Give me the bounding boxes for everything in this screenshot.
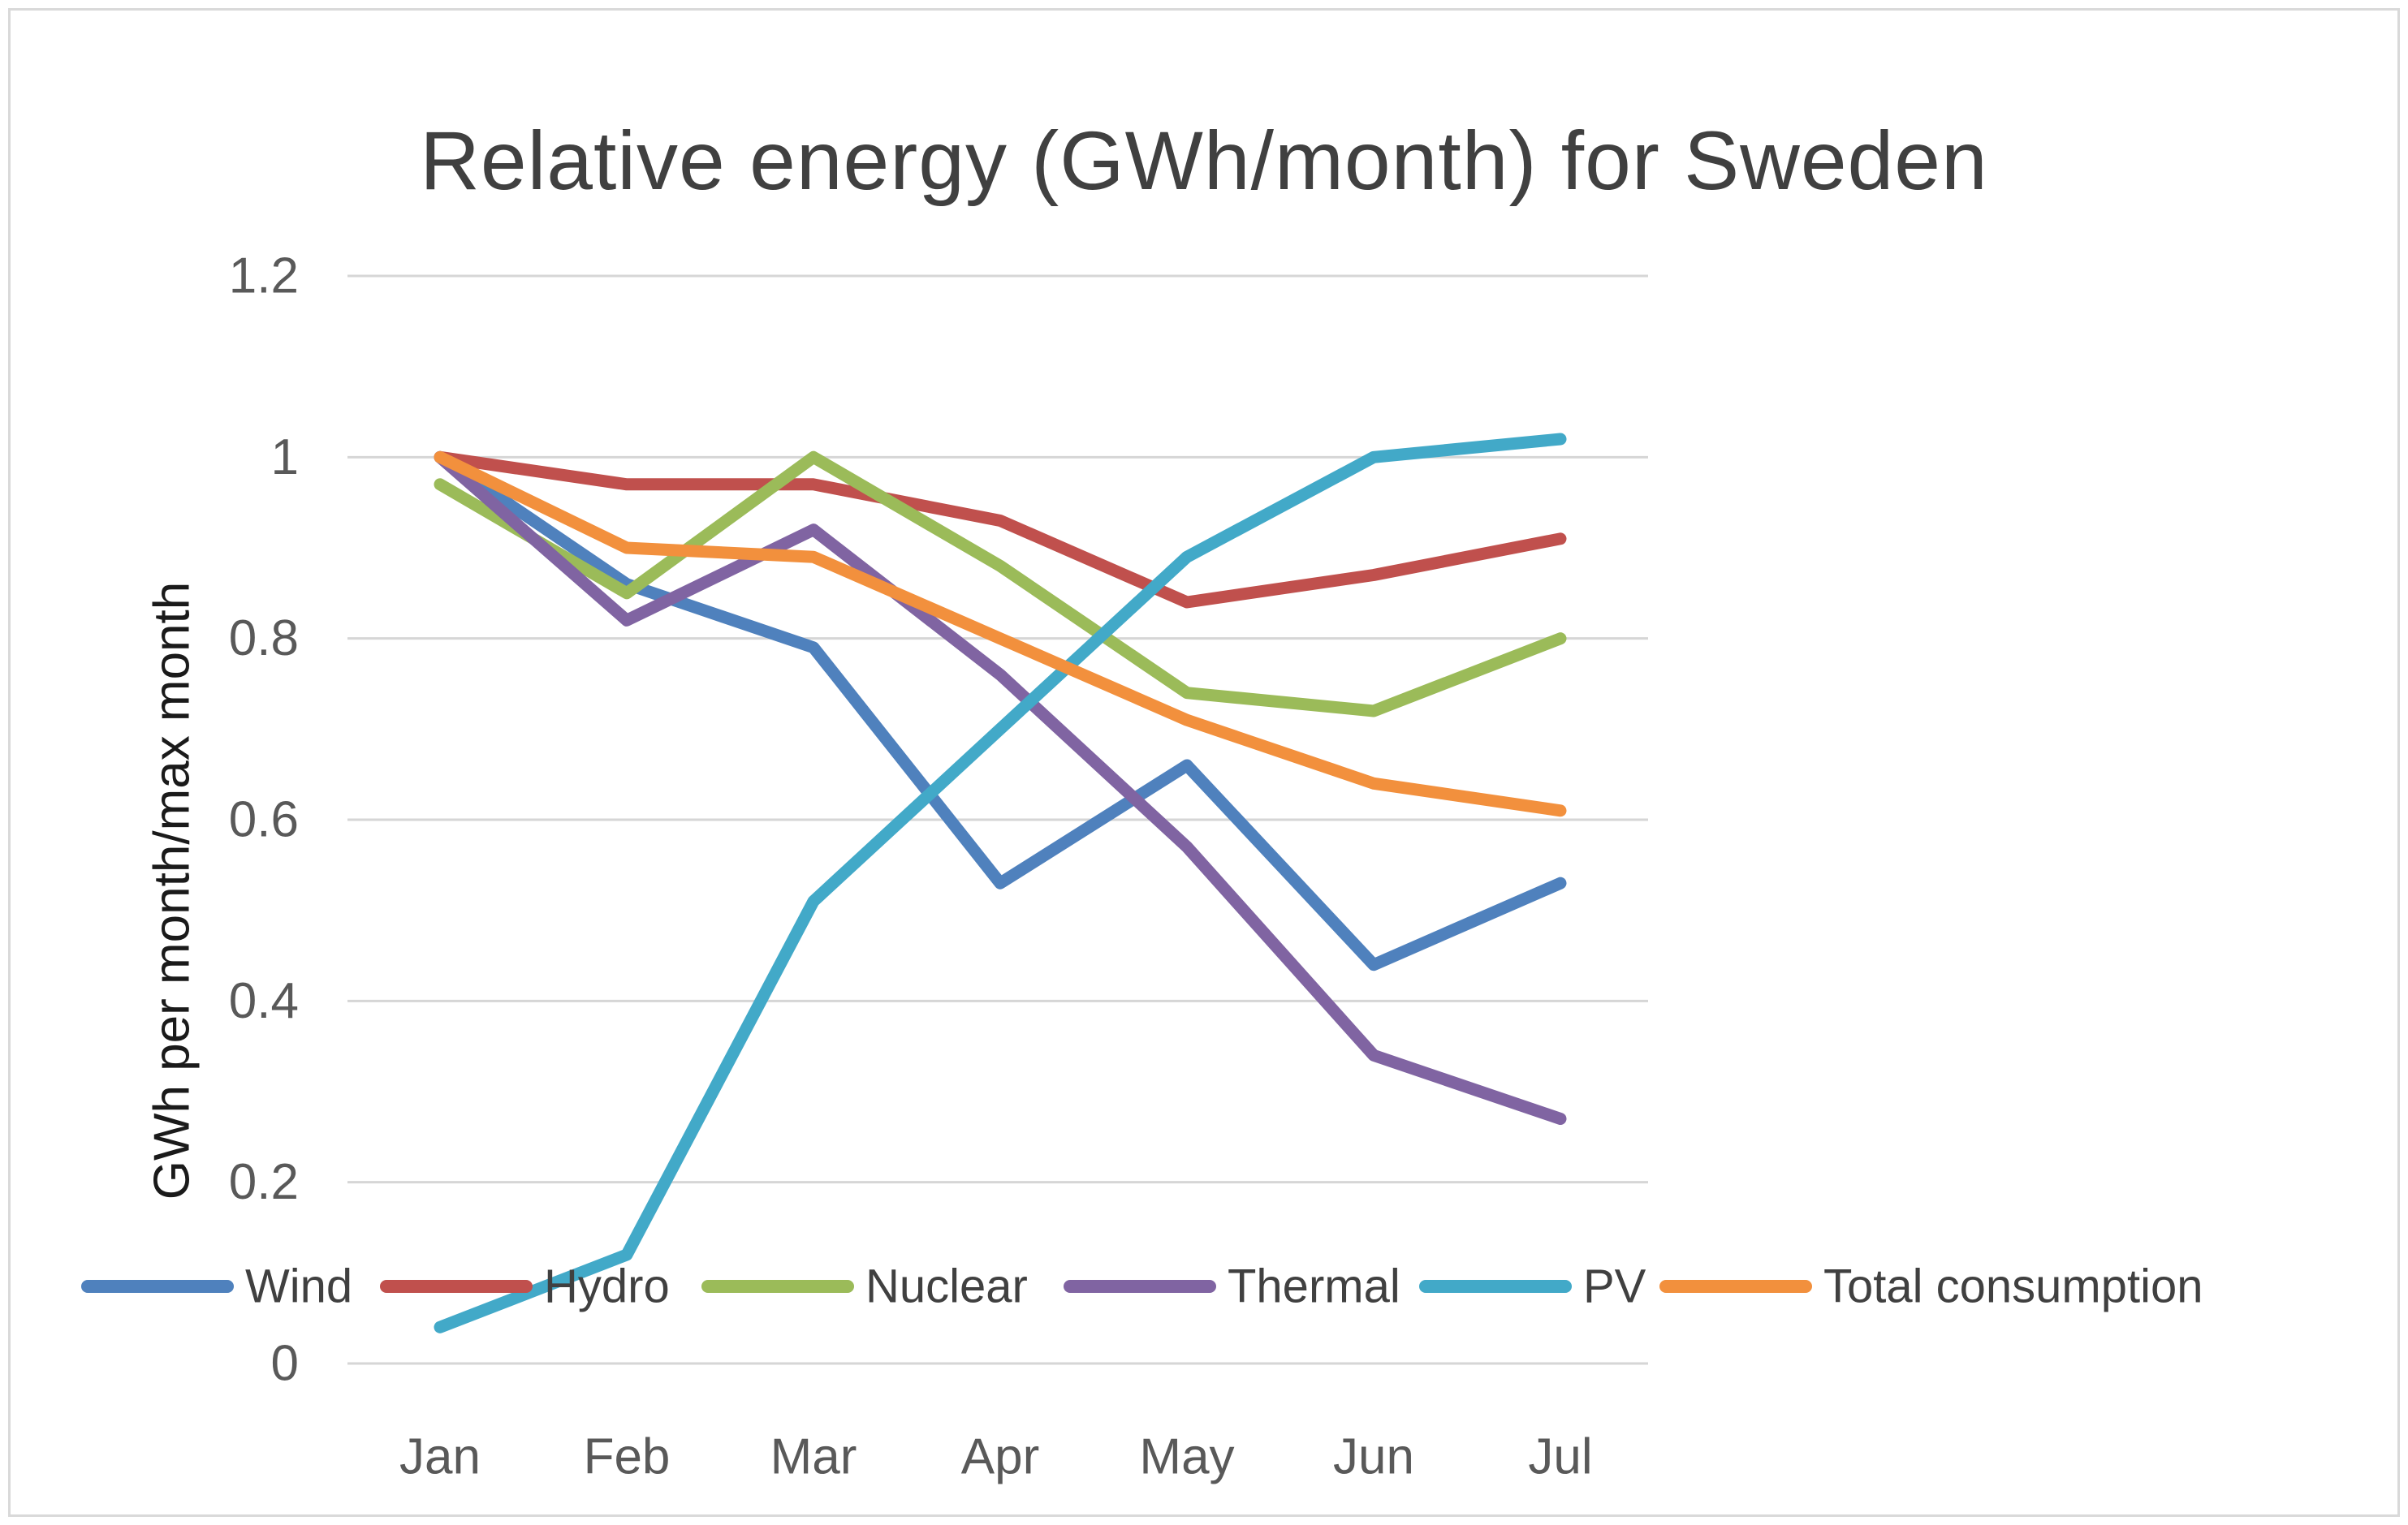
x-tick-label-jan: Jan bbox=[399, 1429, 481, 1485]
y-tick-label-1.2: 1.2 bbox=[229, 248, 299, 304]
y-tick-label-0: 0 bbox=[271, 1336, 299, 1392]
x-tick-label-feb: Feb bbox=[584, 1429, 671, 1485]
legend-label-thermal: Thermal bbox=[1228, 1260, 1400, 1313]
legend-label-pv: PV bbox=[1583, 1260, 1646, 1313]
series-line-pv bbox=[434, 433, 1567, 1333]
x-tick-label-mar: Mar bbox=[770, 1429, 857, 1485]
legend-label-wind: Wind bbox=[245, 1260, 352, 1313]
series-line-wind bbox=[434, 450, 1567, 971]
x-tick-label-may: May bbox=[1139, 1429, 1234, 1485]
series-line-total-consumption bbox=[434, 450, 1567, 817]
y-tick-label-0.6: 0.6 bbox=[229, 791, 299, 847]
series-line-hydro bbox=[434, 450, 1567, 609]
chart-title: Relative energy (GWh/month) for Sweden bbox=[420, 114, 1988, 207]
x-tick-label-apr: Apr bbox=[961, 1429, 1039, 1485]
legend-label-hydro: Hydro bbox=[544, 1260, 670, 1313]
legend-label-nuclear: Nuclear bbox=[865, 1260, 1028, 1313]
y-tick-label-1: 1 bbox=[271, 429, 299, 485]
y-tick-label-0.8: 0.8 bbox=[229, 610, 299, 666]
y-tick-label-0.2: 0.2 bbox=[229, 1154, 299, 1210]
legend-label-total-consumption: Total consumption bbox=[1823, 1260, 2203, 1313]
series-line-nuclear bbox=[434, 450, 1567, 717]
y-tick-label-0.4: 0.4 bbox=[229, 973, 299, 1029]
series-line-thermal bbox=[434, 450, 1567, 1125]
x-tick-label-jul: Jul bbox=[1528, 1429, 1592, 1485]
x-tick-label-jun: Jun bbox=[1333, 1429, 1414, 1485]
